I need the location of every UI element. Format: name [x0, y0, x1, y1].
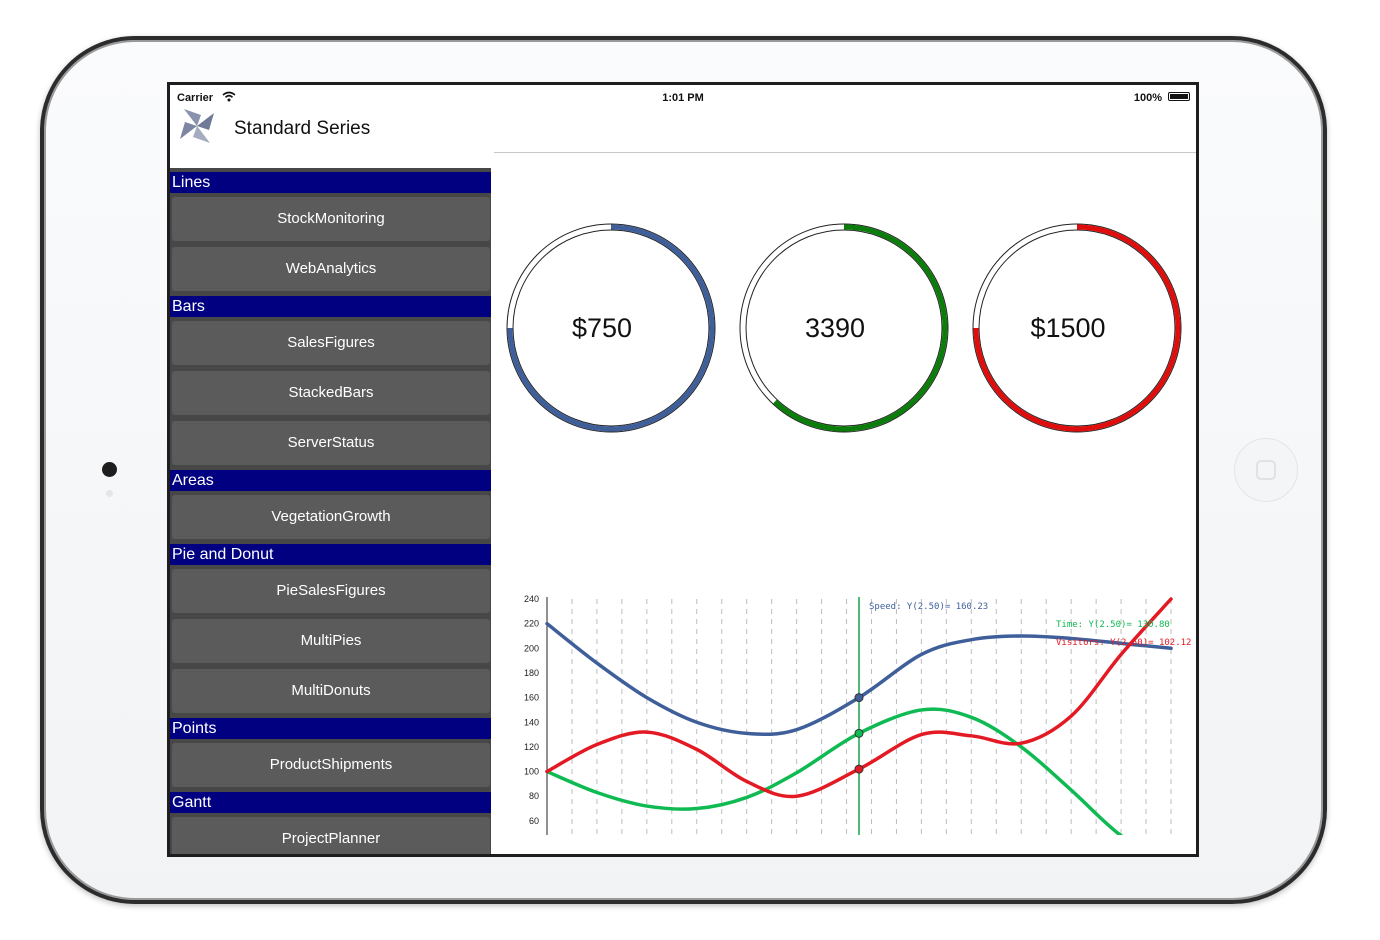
home-button[interactable]: [1234, 438, 1298, 502]
section-header-lines: Lines: [170, 172, 491, 193]
y-tick-label: 200: [524, 643, 539, 653]
front-camera: [102, 462, 117, 477]
app-logo-icon: [180, 109, 214, 143]
line-chart[interactable]: 0.20.40.60.811.21.41.61.822.22.42.62.833…: [494, 505, 1194, 835]
y-tick-label: 240: [524, 594, 539, 604]
gauge-2-progress-arc: [773, 224, 948, 432]
home-button-square-icon: [1256, 460, 1276, 480]
gauge-1-progress-arc: [507, 224, 715, 432]
y-tick-label: 180: [524, 668, 539, 678]
sidebar: Lines StockMonitoring WebAnalytics Bars …: [170, 168, 491, 854]
section-header-gantt: Gantt: [170, 792, 491, 813]
battery-icon: [1168, 92, 1190, 101]
menu-button-productshipments[interactable]: ProductShipments: [172, 743, 490, 787]
menu-button-salesfigures[interactable]: SalesFigures: [172, 321, 490, 365]
gauge-1: $750: [506, 223, 716, 433]
menu-button-piesalesfigures[interactable]: PieSalesFigures: [172, 569, 490, 613]
crosshair-point-speed: [854, 693, 864, 703]
y-tick-label: 80: [529, 791, 539, 801]
carrier-label: Carrier: [177, 92, 214, 104]
crosshair-point-time: [854, 728, 864, 738]
tooltip-speed: Speed: Y(2.50)= 160.23: [869, 602, 988, 612]
menu-button-webanalytics[interactable]: WebAnalytics: [172, 247, 490, 291]
y-tick-label: 220: [524, 619, 539, 629]
gauge-1-value: $750: [572, 313, 632, 343]
battery-percent: 100%: [1133, 92, 1162, 104]
section-header-areas: Areas: [170, 470, 491, 491]
gauge-3: $1500: [972, 223, 1182, 433]
y-tick-label: 160: [524, 693, 539, 703]
gauge-3-value: $1500: [1030, 313, 1105, 343]
gauge-3-progress-arc: [973, 224, 1181, 432]
y-tick-label: 120: [524, 742, 539, 752]
menu-button-multidonuts[interactable]: MultiDonuts: [172, 669, 490, 713]
status-bar: Carrier 1:01 PM 100%: [170, 85, 1196, 105]
gauge-2-value: 3390: [805, 313, 865, 343]
crosshair-point-visitors: [854, 764, 864, 774]
menu-button-stackedbars[interactable]: StackedBars: [172, 371, 490, 415]
y-tick-label: 140: [524, 717, 539, 727]
gauge-2: 3390: [739, 223, 949, 433]
app-screen: Carrier 1:01 PM 100% Standard Series Lin…: [167, 82, 1199, 857]
menu-button-projectplanner[interactable]: ProjectPlanner: [172, 817, 490, 854]
tooltip-visitors: Visitors: Y(2.50)= 102.12: [1056, 638, 1191, 648]
light-sensor: [106, 490, 113, 497]
y-tick-label: 100: [524, 767, 539, 777]
status-clock: 1:01 PM: [662, 92, 704, 104]
menu-button-vegetationgrowth[interactable]: VegetationGrowth: [172, 495, 490, 539]
page-title: Standard Series: [234, 118, 371, 139]
menu-button-multipies[interactable]: MultiPies: [172, 619, 490, 663]
wifi-icon: [222, 91, 236, 102]
tooltip-time: Time: Y(2.50)= 130.80: [1056, 620, 1170, 630]
menu-button-stockmonitoring[interactable]: StockMonitoring: [172, 197, 490, 241]
section-header-bars: Bars: [170, 296, 491, 317]
menu-button-serverstatus[interactable]: ServerStatus: [172, 421, 490, 465]
section-header-pie-and-donut: Pie and Donut: [170, 544, 491, 565]
chart-plot-group: 0.20.40.60.811.21.41.61.822.22.42.62.833…: [524, 594, 1191, 835]
section-header-points: Points: [170, 718, 491, 739]
header-divider: [494, 152, 1196, 153]
y-tick-label: 60: [529, 816, 539, 826]
